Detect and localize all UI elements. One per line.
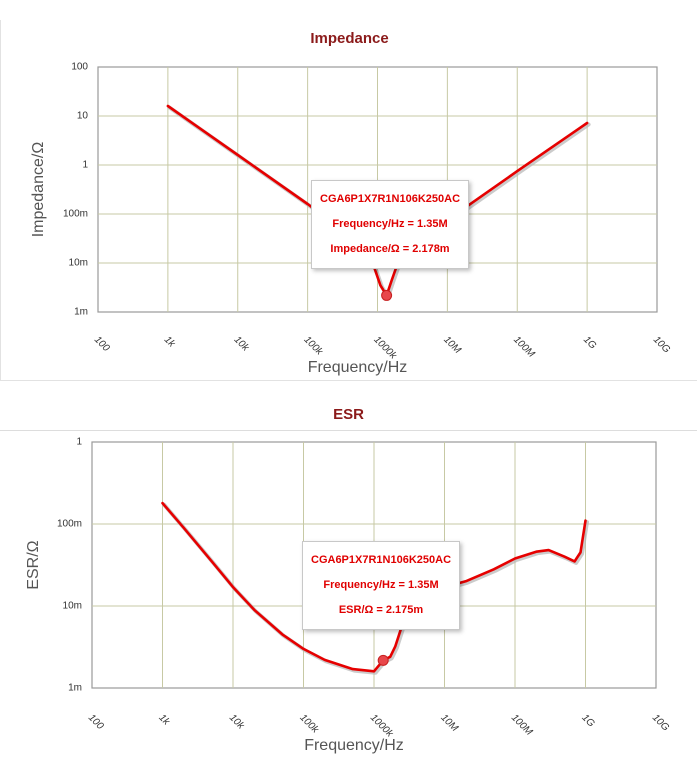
x-tick-label: 1000k: [371, 334, 399, 362]
esr-chart-panel: ESR 100 1k 10k 100k 1000k 10M 100M 1G 10G 1 100m 10…: [0, 398, 697, 768]
hover-marker: [381, 289, 393, 301]
x-tick-label: 10G: [650, 712, 671, 733]
x-tick-label: 10M: [438, 712, 460, 734]
y-tick-label: 10m: [69, 258, 88, 269]
x-tick-label: 1k: [162, 334, 178, 350]
x-tick-label: 100k: [302, 334, 326, 358]
y-tick-label: 1m: [74, 307, 88, 318]
x-tick-label: 1k: [156, 712, 172, 728]
x-tick-label: 1G: [581, 334, 598, 351]
y-tick-label: 10: [77, 111, 89, 122]
tooltip-frequency: Frequency/Hz = 1.35M: [323, 579, 439, 591]
y-tick-label: 1: [76, 437, 82, 448]
tooltip-esr-value: ESR/Ω = 2.175m: [338, 604, 424, 616]
y-tick-label: 100: [71, 62, 88, 73]
tooltip-part-number: CGA6P1X7R1N106K250AC: [311, 554, 452, 566]
y-tick-label: 100m: [63, 209, 88, 220]
y-axis-label: Impedance/Ω: [30, 142, 47, 238]
tooltip-impedance-value: Impedance/Ω = 2.178m: [330, 243, 450, 255]
x-tick-label: 1000k: [368, 712, 396, 740]
x-tick-label: 10M: [441, 334, 463, 356]
impedance-chart-title: Impedance: [310, 30, 389, 47]
x-tick-label: 100: [92, 334, 112, 354]
x-tick-label: 100: [86, 712, 106, 732]
series-line: [161, 501, 587, 673]
hover-marker: [377, 654, 389, 666]
x-axis-label: Frequency/Hz: [308, 359, 408, 376]
x-tick-label: 100k: [297, 712, 321, 736]
y-tick-label: 100m: [57, 519, 82, 530]
tooltip-frequency: Frequency/Hz = 1.35M: [332, 218, 448, 230]
x-tick-label: 10G: [651, 334, 672, 355]
impedance-tooltip: CGA6P1X7R1N106K250AC Frequency/Hz = 1.35…: [311, 180, 470, 269]
x-tick-label: 100M: [511, 334, 537, 360]
tooltip-part-number: CGA6P1X7R1N106K250AC: [320, 193, 461, 205]
impedance-chart-panel: Impedance 100 1k 10k 100k 1000k 10M 100M 1G 10G 1…: [0, 20, 697, 381]
x-tick-label: 10k: [232, 334, 252, 354]
y-tick-label: 1m: [68, 683, 82, 694]
y-tick-label: 10m: [63, 601, 82, 612]
esr-tooltip: CGA6P1X7R1N106K250AC Frequency/Hz = 1.35…: [302, 541, 461, 630]
y-axis-label: ESR/Ω: [25, 540, 42, 589]
esr-chart: 100 1k 10k 100k 1000k 10M 100M 1G 10G 1 100m 10m 1m F…: [25, 437, 671, 754]
esr-chart-title: ESR: [333, 406, 364, 423]
x-axis-label: Frequency/Hz: [304, 737, 404, 754]
x-tick-label: 10k: [227, 712, 247, 732]
esr-title-divider: [0, 430, 697, 431]
x-tick-label: 1G: [579, 712, 596, 729]
x-tick-label: 100M: [509, 712, 535, 738]
y-tick-label: 1: [82, 160, 88, 171]
